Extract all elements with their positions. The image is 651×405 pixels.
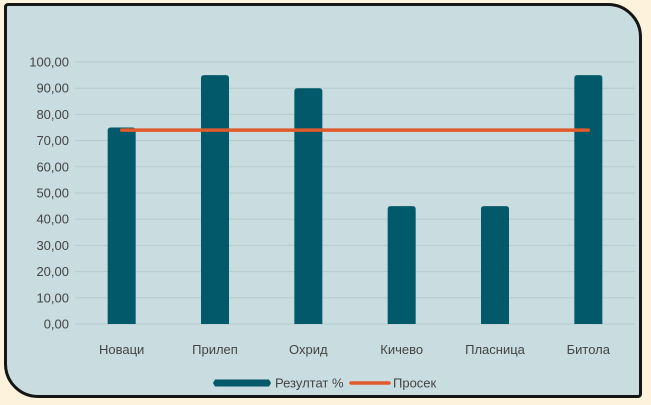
y-tick-label: 30,00: [36, 238, 69, 253]
bar: [294, 88, 323, 324]
gridlines: [75, 61, 635, 325]
y-tick-label: 10,00: [36, 290, 69, 305]
legend-label-average: Просек: [393, 376, 437, 391]
chart-frame: 0,00 10,00 20,00 30,00 40,00 50,00 60,00 70,00 8…: [4, 3, 642, 398]
y-tick-label: 40,00: [36, 212, 69, 227]
y-tick-label: 90,00: [36, 81, 69, 96]
x-tick-label: Кичево: [380, 342, 423, 357]
y-tick-label: 100,00: [29, 55, 69, 70]
y-tick-label: 60,00: [36, 159, 69, 174]
x-tick-label: Битола: [567, 342, 611, 357]
y-tick-label: 20,00: [36, 264, 69, 279]
x-tick-label: Пласница: [465, 342, 526, 357]
y-tick-label: 50,00: [36, 186, 69, 201]
x-tick-label: Новаци: [99, 342, 144, 357]
x-tick-label: Прилеп: [192, 342, 238, 357]
bars: [107, 75, 603, 324]
bar: [481, 206, 509, 324]
bar: [201, 75, 229, 324]
x-axis-category-labels: Новаци Прилеп Охрид Кичево Пласница Битола: [99, 342, 611, 357]
y-tick-label: 80,00: [36, 107, 69, 122]
legend: Резултат % Просек: [213, 376, 437, 391]
x-tick-label: Охрид: [289, 342, 328, 357]
bar-line-chart: 0,00 10,00 20,00 30,00 40,00 50,00 60,00 70,00 8…: [29, 55, 635, 391]
legend-swatch-bar: [213, 379, 271, 387]
y-axis-tick-labels: 0,00 10,00 20,00 30,00 40,00 50,00 60,00 70,00 8…: [29, 55, 69, 332]
bar: [107, 127, 136, 324]
y-tick-label: 70,00: [36, 133, 69, 148]
bar: [387, 206, 416, 324]
bar: [574, 75, 603, 324]
y-tick-label: 0,00: [44, 317, 69, 332]
legend-label-result: Резултат %: [275, 376, 344, 391]
